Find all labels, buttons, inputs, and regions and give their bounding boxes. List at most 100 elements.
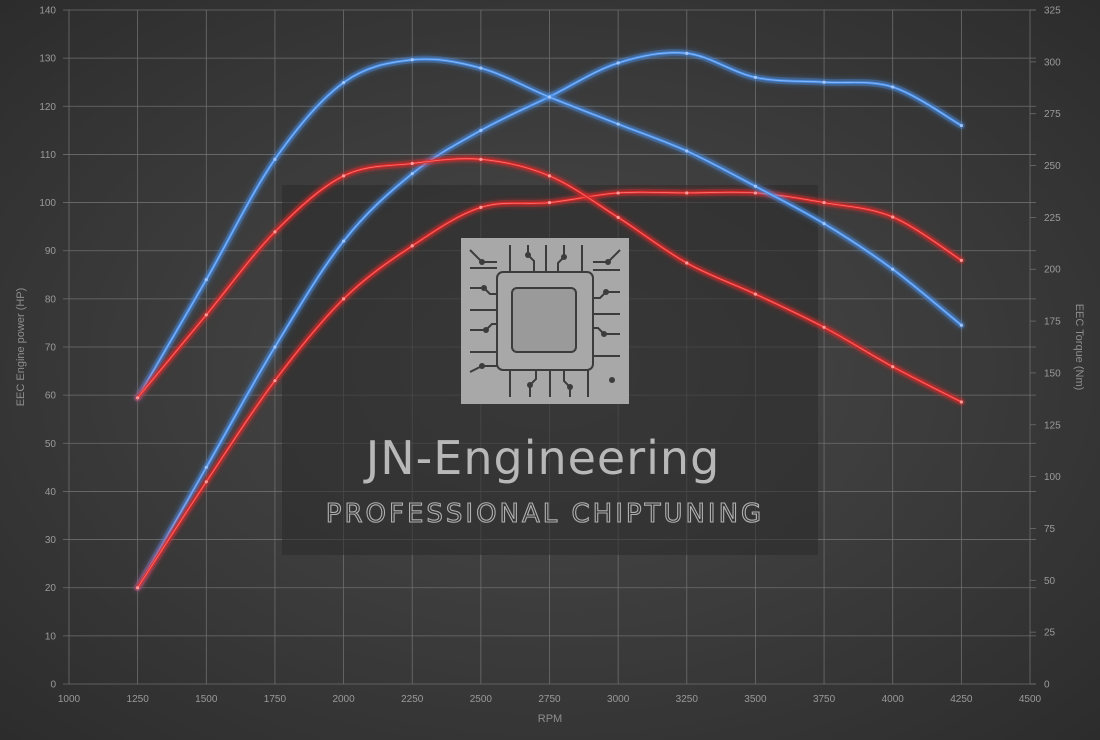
watermark: JN-Engineering PROFESSIONAL CHIPTUNING	[282, 185, 818, 555]
series-point	[685, 149, 689, 153]
series-point	[479, 128, 483, 132]
series-point	[822, 200, 826, 205]
y-left-tick-label: 50	[45, 439, 57, 450]
x-tick-label: 1750	[264, 694, 287, 705]
watermark-title: JN-Engineering	[363, 431, 721, 485]
y-right-tick-label: 25	[1044, 628, 1056, 639]
series-point	[341, 239, 346, 243]
series-point	[547, 95, 552, 99]
series-point	[616, 61, 620, 65]
series-point	[273, 157, 277, 161]
series-point	[959, 123, 963, 128]
y-left-tick-label: 60	[45, 391, 57, 402]
x-tick-label: 3750	[813, 694, 836, 705]
series-point	[204, 480, 208, 484]
series-point	[685, 191, 689, 195]
series-point	[959, 400, 963, 404]
y-right-tick-label: 125	[1044, 420, 1061, 431]
x-tick-label: 1500	[195, 694, 218, 705]
series-point	[410, 172, 414, 176]
series-point	[479, 157, 483, 161]
y-left-tick-label: 110	[40, 150, 56, 161]
y-left-tick-label: 30	[45, 535, 57, 546]
series-point	[547, 200, 552, 205]
series-point	[753, 184, 758, 188]
series-point	[341, 174, 346, 178]
y-right-tick-label: 100	[1044, 472, 1061, 483]
y-left-tick-label: 100	[39, 198, 56, 209]
x-axis-ticks: 1000 1250 1500 1750 2000 2250 2500 2750 3000 3250…	[58, 694, 1042, 705]
y-right-tick-label: 175	[1044, 317, 1061, 328]
x-tick-label: 4250	[950, 694, 973, 705]
x-tick-label: 4500	[1019, 694, 1042, 705]
series-point	[547, 174, 552, 178]
series	[134, 49, 965, 592]
x-tick-label: 2250	[401, 694, 424, 705]
series-point	[685, 261, 689, 265]
x-tick-label: 2500	[470, 694, 493, 705]
y-left-tick-label: 0	[50, 680, 56, 691]
y-left-tick-label: 80	[45, 294, 57, 305]
series-point	[753, 191, 758, 195]
series-point	[410, 244, 414, 248]
series-point	[136, 396, 140, 400]
series-point	[273, 230, 277, 234]
y-left-tick-label: 120	[39, 102, 56, 113]
series-point	[204, 278, 208, 282]
y-right-tick-label: 275	[1044, 109, 1061, 120]
y-left-axis-title: EEC Engine power (HP)	[15, 288, 27, 407]
series-point	[616, 122, 620, 126]
y-right-tick-label: 0	[1044, 680, 1050, 691]
x-tick-label: 2750	[538, 694, 561, 705]
y-right-tick-label: 150	[1044, 368, 1061, 379]
x-tick-label: 2000	[332, 694, 355, 705]
y-left-tick-label: 130	[39, 54, 56, 65]
y-left-tick-label: 40	[45, 487, 57, 498]
series-point	[959, 323, 963, 327]
series-point	[341, 297, 346, 301]
x-tick-label: 4000	[882, 694, 905, 705]
series-point	[959, 258, 963, 262]
y-right-tick-label: 50	[1044, 576, 1056, 587]
y-right-axis-title: EEC Torque (Nm)	[1073, 304, 1085, 391]
chip-icon	[461, 238, 629, 404]
series-point	[204, 465, 208, 469]
series-point	[204, 313, 208, 317]
series-point	[822, 80, 826, 84]
y-right-tick-label: 225	[1044, 213, 1061, 224]
y-right-tick-label: 75	[1044, 524, 1056, 535]
series-point	[479, 66, 483, 70]
series-point	[753, 292, 758, 296]
x-tick-label: 3000	[607, 694, 630, 705]
x-tick-label: 3500	[744, 694, 767, 705]
y-left-tick-label: 140	[39, 6, 56, 17]
series-point	[616, 215, 620, 219]
watermark-subtitle: PROFESSIONAL CHIPTUNING	[326, 499, 764, 529]
series-point	[822, 325, 826, 329]
series-line-highlight	[137, 52, 962, 588]
series-point	[273, 345, 277, 349]
series-point	[410, 161, 414, 166]
series-point	[891, 365, 895, 369]
series-point	[753, 75, 758, 79]
x-axis-title: RPM	[538, 713, 562, 725]
series-point	[616, 191, 620, 195]
x-tick-label: 1000	[58, 694, 81, 705]
x-tick-label: 3250	[676, 694, 699, 705]
series-point	[479, 205, 483, 209]
series-point	[410, 58, 414, 62]
y-right-tick-label: 300	[1044, 57, 1061, 68]
y-left-tick-label: 90	[45, 246, 57, 257]
series-point	[822, 222, 826, 226]
series-point	[341, 80, 346, 85]
series-point	[891, 215, 895, 219]
y-left-tick-label: 10	[45, 631, 57, 642]
series-point	[891, 267, 895, 271]
y-right-tick-label: 200	[1044, 265, 1061, 276]
y-left-axis-ticks: 0 10 20 30 40 50 60 70 80 90 100 110 120 130 140	[39, 6, 56, 691]
series-point	[136, 586, 140, 590]
series-point	[685, 51, 689, 55]
y-left-tick-label: 20	[45, 583, 57, 594]
y-right-axis-ticks: 0 25 50 75 100 125 150 175 200 225 250 275 300 325	[1044, 6, 1061, 691]
